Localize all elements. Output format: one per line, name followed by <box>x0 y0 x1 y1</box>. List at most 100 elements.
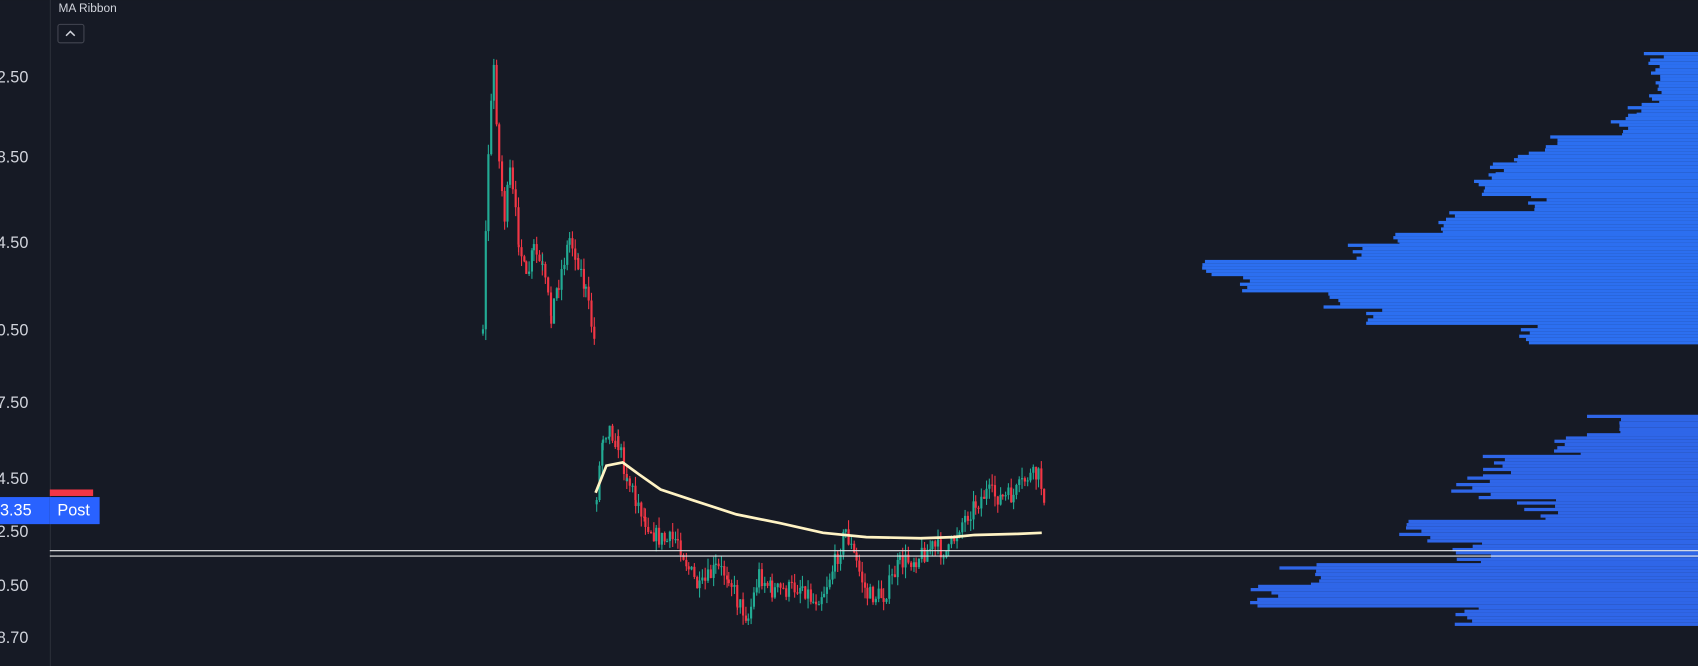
collapse-button[interactable] <box>57 23 85 44</box>
candle-body <box>676 539 679 541</box>
candle-body <box>525 261 528 274</box>
candle-body <box>687 566 690 570</box>
profile-bar <box>1382 308 1698 312</box>
candle-body <box>912 562 916 567</box>
profile-bar <box>1556 498 1698 502</box>
axis-label: 2.50 <box>0 523 28 541</box>
profile-bar <box>1480 560 1698 565</box>
chevron-up[interactable] <box>65 30 76 37</box>
axis-label: 8.50 <box>0 148 28 166</box>
candle-body <box>655 527 658 542</box>
profile-bar <box>1393 236 1698 240</box>
profile-bar <box>1316 569 1698 573</box>
candle-body <box>991 484 994 486</box>
profile-bar <box>1399 532 1698 537</box>
candle-body <box>793 582 796 593</box>
candle-body <box>506 184 509 222</box>
candle-body <box>785 588 788 597</box>
candle-body <box>988 484 991 489</box>
candle-body <box>604 438 608 440</box>
profile-bar <box>1519 334 1698 338</box>
candle-body <box>1015 484 1018 495</box>
profile-bar <box>1250 588 1698 592</box>
candle-body <box>782 587 785 589</box>
candle-body <box>936 539 940 547</box>
profile-bar <box>1661 90 1698 95</box>
candle-body <box>725 575 729 580</box>
profile-bar <box>1356 256 1698 260</box>
profile-bar <box>1481 192 1698 197</box>
candle-body <box>771 580 774 598</box>
profile-bar <box>1442 230 1698 234</box>
profile-bar <box>1242 289 1698 293</box>
candle-body <box>831 571 834 580</box>
candle-body <box>481 329 485 334</box>
candle-body <box>523 256 526 262</box>
candle-body <box>863 582 867 588</box>
candle-body <box>665 541 669 543</box>
candle-body <box>750 606 753 619</box>
profile-bar <box>1257 604 1698 608</box>
candle-body <box>671 531 674 540</box>
candle-body <box>514 189 517 208</box>
profile-bar <box>1455 612 1698 617</box>
profile-bar <box>1651 97 1698 101</box>
profile-bar <box>1482 454 1698 459</box>
candle-body <box>910 562 913 567</box>
candle-body <box>1012 494 1015 503</box>
candle-body <box>690 566 693 570</box>
candle-body <box>836 553 839 564</box>
candle-body <box>580 268 583 270</box>
candle-body <box>647 526 650 532</box>
profile-bar <box>1493 461 1698 465</box>
candle-body <box>706 569 710 581</box>
candle-body <box>742 599 745 616</box>
profile-bar <box>1310 582 1698 586</box>
candle-body <box>517 244 520 248</box>
axis-label: 8.70 <box>0 629 28 647</box>
candle-body <box>844 529 847 532</box>
profile-bar <box>1534 204 1698 208</box>
candle-body <box>574 248 577 260</box>
candle-body <box>698 580 701 589</box>
candle-body <box>974 501 977 508</box>
candle-body <box>643 516 646 518</box>
profile-bar <box>1655 68 1698 72</box>
candle-body <box>637 502 640 507</box>
candle-body <box>640 502 643 517</box>
candle-body <box>823 593 826 598</box>
candle-body <box>885 598 888 602</box>
profile-bar <box>1655 81 1698 85</box>
candle-body <box>1043 488 1046 503</box>
candle-body <box>817 604 820 606</box>
profile-bar <box>1528 151 1698 155</box>
candle-body <box>555 288 558 299</box>
profile-bar <box>1628 126 1698 130</box>
candle-body <box>733 584 736 587</box>
profile-bar <box>1271 591 1698 595</box>
candle-body <box>730 583 733 587</box>
profile-bar <box>1528 201 1698 205</box>
candle-body <box>679 540 682 556</box>
candle-body <box>541 263 544 266</box>
profile-bar <box>1467 476 1698 480</box>
profile-bar <box>1362 246 1698 251</box>
profile-bar <box>1456 482 1698 487</box>
indicator-title: MA Ribbon <box>58 1 116 15</box>
profile-bar <box>1503 168 1698 173</box>
profile-bar <box>1361 253 1698 257</box>
profile-bar <box>1619 123 1698 127</box>
candle-body <box>999 494 1002 505</box>
button-frame[interactable] <box>57 23 85 44</box>
profile-bar <box>1352 250 1698 254</box>
candle-body <box>812 601 815 603</box>
candle-body <box>714 563 717 566</box>
profile-bar <box>1483 467 1698 472</box>
candle-body <box>972 501 975 520</box>
profile-bar <box>1249 279 1698 283</box>
candle-body <box>1037 468 1040 480</box>
candle-body <box>644 516 647 527</box>
candle-body <box>736 584 739 607</box>
session-badge-text: Post <box>57 501 90 519</box>
profile-bar <box>1464 609 1698 613</box>
